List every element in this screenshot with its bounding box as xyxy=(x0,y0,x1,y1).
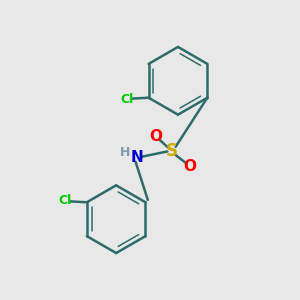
Text: H: H xyxy=(120,146,131,159)
Text: Cl: Cl xyxy=(58,194,71,207)
Text: Cl: Cl xyxy=(120,93,133,106)
Text: O: O xyxy=(183,159,196,174)
Text: S: S xyxy=(166,142,178,160)
Text: N: N xyxy=(130,150,143,165)
Text: O: O xyxy=(149,129,162,144)
